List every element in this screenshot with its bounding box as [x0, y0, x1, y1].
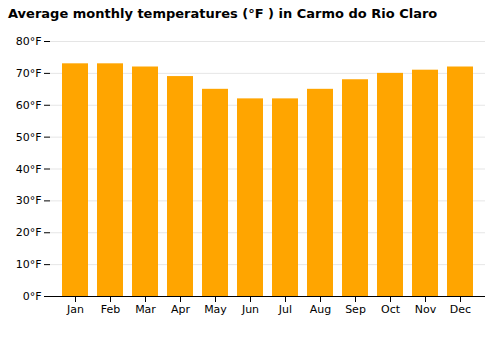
svg-text:50°F: 50°F — [16, 130, 42, 143]
svg-text:Oct: Oct — [381, 303, 401, 316]
svg-text:30°F: 30°F — [16, 194, 42, 207]
svg-text:Feb: Feb — [101, 303, 120, 316]
svg-text:Apr: Apr — [171, 303, 191, 316]
svg-text:Jul: Jul — [278, 303, 292, 316]
svg-text:20°F: 20°F — [16, 226, 42, 239]
svg-text:Dec: Dec — [450, 303, 471, 316]
html-text:Average monthly temperatures (: Average monthly temperatures (°F ) in Ca… — [8, 6, 438, 21]
svg-text:Nov: Nov — [415, 303, 437, 316]
svg-text:0°F: 0°F — [23, 290, 42, 303]
svg-text:Sep: Sep — [345, 303, 366, 316]
svg-text:May: May — [204, 303, 227, 316]
svg-text:10°F: 10°F — [16, 258, 42, 271]
svg-text:80°F: 80°F — [16, 35, 42, 48]
svg-text:Jan: Jan — [66, 303, 84, 316]
svg-text:Aug: Aug — [310, 303, 331, 316]
svg-text:70°F: 70°F — [16, 66, 42, 79]
svg-text:60°F: 60°F — [16, 98, 42, 111]
svg-text:40°F: 40°F — [16, 162, 42, 175]
svg-text:Jun: Jun — [241, 303, 259, 316]
svg-text:Mar: Mar — [135, 303, 156, 316]
